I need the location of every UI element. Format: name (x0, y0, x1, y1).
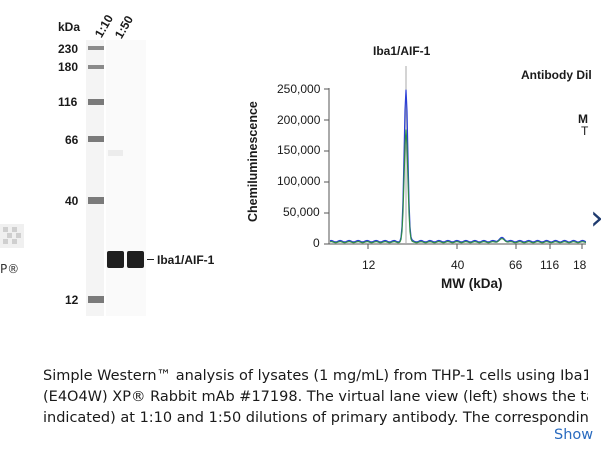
figure-caption: Simple Western™ analysis of lysates (1 m… (43, 366, 588, 429)
marker-label: 180 (58, 60, 79, 74)
legend-title: Antibody Dil (521, 68, 592, 82)
lane-label-1: 1:10 (91, 12, 117, 40)
peak-label: Iba1/AIF-1 (373, 44, 431, 58)
x-tick-label: 12 (362, 258, 376, 272)
caption-line: Simple Western™ analysis of lysates (1 m… (43, 368, 588, 384)
y-tick-label: 150,000 (277, 143, 321, 157)
legend-partial-text: M (578, 112, 588, 126)
y-tick-label: 50,000 (283, 205, 320, 219)
kda-unit-label: kDa (58, 20, 81, 34)
sample-lanes (106, 40, 146, 316)
marker-label: 116 (58, 95, 78, 109)
ladder-band (88, 136, 104, 142)
y-ticks (324, 88, 329, 245)
caption-line: indicated) at 1:10 and 1:50 dilutions of… (43, 410, 588, 426)
x-tick-label: 18 (573, 258, 587, 272)
ladder-band (88, 99, 104, 105)
y-axis-label: Chemiluminescence (246, 101, 260, 222)
series-line-1-to-50 (329, 129, 586, 244)
marker-label: 66 (65, 133, 79, 147)
next-arrow-icon[interactable]: › (590, 198, 604, 238)
ladder-band (88, 197, 104, 204)
x-tick-label: 116 (540, 258, 560, 272)
sample-band-1 (107, 251, 124, 268)
chart-plot-area (324, 66, 586, 249)
y-tick-label: 0 (313, 236, 320, 250)
previous-item-text: P® (0, 262, 20, 276)
y-tick-label: 100,000 (277, 174, 321, 188)
y-tick-label: 250,000 (277, 82, 321, 96)
legend-partial-text: T (581, 124, 589, 138)
series-line-1-to-10 (329, 89, 586, 243)
previous-thumbnail-icon[interactable] (0, 224, 24, 248)
sample-band-2 (127, 251, 144, 268)
ladder-lane (86, 40, 104, 316)
ladder-band (88, 65, 104, 69)
ladder-band (88, 46, 104, 50)
x-tick-label: 40 (451, 258, 465, 272)
band-label: Iba1/AIF-1 (157, 253, 215, 267)
x-tick-label: 66 (509, 258, 523, 272)
marker-label: 40 (65, 194, 79, 208)
show-more-link[interactable]: Show (554, 427, 594, 443)
ladder-band (88, 296, 104, 303)
band-indicator-line (147, 259, 154, 260)
y-tick-label: 200,000 (277, 113, 321, 127)
lane-label-2: 1:50 (111, 13, 137, 41)
caption-line: (E4O4W) XP® Rabbit mAb #17198. The virtu… (43, 389, 588, 405)
marker-label: 230 (58, 42, 79, 56)
marker-label: 12 (65, 293, 79, 307)
x-axis-label: MW (kDa) (441, 276, 503, 291)
faint-band (108, 150, 123, 156)
x-ticks (367, 244, 583, 249)
